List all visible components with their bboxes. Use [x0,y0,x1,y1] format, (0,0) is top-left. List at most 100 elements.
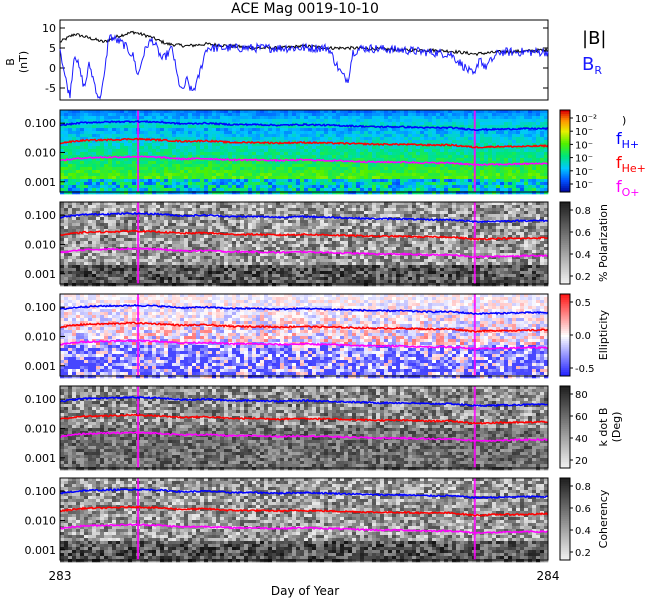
heatmap-cell [196,113,201,117]
heatmap-cell [200,164,205,168]
heatmap-cell [120,122,125,126]
heatmap-cell [256,155,261,159]
heatmap-cell [408,205,413,209]
heatmap-cell [476,202,481,206]
heatmap-cell [108,182,113,186]
heatmap-cell [164,202,169,206]
heatmap-cell [172,146,177,150]
heatmap-cell [400,113,405,117]
heatmap-cell [344,205,349,209]
heatmap-cell [324,125,329,129]
heatmap-cell [264,208,269,212]
heatmap-cell [532,170,537,174]
heatmap-cell [512,152,517,156]
heatmap-cell [300,185,305,189]
heatmap-cell [368,113,373,117]
heatmap-cell [360,179,365,183]
heatmap-cell [488,122,493,126]
heatmap-cell [432,214,437,218]
heatmap-cell [504,113,509,117]
heatmap-cell [496,158,501,162]
heatmap-cell [344,110,349,114]
heatmap-cell [272,223,277,227]
heatmap-cell [304,185,309,189]
heatmap-cell [176,220,181,224]
heatmap-cell [528,164,533,168]
heatmap-cell [228,170,233,174]
heatmap-cell [104,149,109,153]
heatmap-cell [344,223,349,227]
heatmap-cell [148,202,153,206]
heatmap-cell [272,170,277,174]
heatmap-cell [360,149,365,153]
heatmap-cell [256,146,261,150]
heatmap-cell [524,235,529,239]
heatmap-cell [532,167,537,171]
heatmap-cell [340,164,345,168]
heatmap-cell [160,167,165,171]
heatmap-cell [176,173,181,177]
heatmap-cell [420,179,425,183]
heatmap-cell [276,146,281,150]
heatmap-cell [224,229,229,233]
heatmap-cell [492,232,497,236]
heatmap-cell [412,128,417,132]
heatmap-cell [496,122,501,126]
heatmap-cell [496,143,501,147]
heatmap-cell [440,134,445,138]
heatmap-cell [504,110,509,114]
heatmap-cell [84,220,89,224]
heatmap-cell [520,155,525,159]
heatmap-cell [416,155,421,159]
heatmap-cell [420,149,425,153]
heatmap-cell [68,188,73,192]
heatmap-cell [416,185,421,189]
heatmap-cell [332,170,337,174]
heatmap-cell [476,125,481,129]
heatmap-cell [360,188,365,192]
heatmap-cell [64,238,69,242]
heatmap-cell [216,188,221,192]
heatmap-cell [536,229,541,233]
heatmap-cell [360,164,365,168]
heatmap-cell [308,214,313,218]
heatmap-cell [336,185,341,189]
heatmap-cell [348,214,353,218]
heatmap-cell [192,155,197,159]
heatmap-cell [324,128,329,132]
heatmap-cell [356,205,361,209]
heatmap-cell [208,173,213,177]
heatmap-cell [228,202,233,206]
heatmap-cell [448,211,453,215]
heatmap-cell [424,140,429,144]
heatmap-cell [364,131,369,135]
heatmap-cell [84,214,89,218]
heatmap-cell [512,167,517,171]
heatmap-cell [100,161,105,165]
heatmap-cell [304,131,309,135]
heatmap-cell [456,211,461,215]
heatmap-cell [316,176,321,180]
heatmap-cell [440,167,445,171]
heatmap-cell [84,128,89,132]
heatmap-cell [120,119,125,123]
heatmap-cell [192,191,197,195]
heatmap-cell [148,161,153,165]
heatmap-cell [484,155,489,159]
heatmap-cell [412,122,417,126]
heatmap-cell [364,208,369,212]
heatmap-cell [372,146,377,150]
heatmap-cell [84,202,89,206]
heatmap-cell [352,232,357,236]
heatmap-cell [416,220,421,224]
heatmap-cell [120,170,125,174]
heatmap-cell [396,164,401,168]
heatmap-cell [464,119,469,123]
heatmap-cell [100,125,105,129]
heatmap-cell [124,116,129,120]
heatmap-cell [236,134,241,138]
heatmap-cell [356,146,361,150]
heatmap-cell [408,232,413,236]
heatmap-cell [148,220,153,224]
